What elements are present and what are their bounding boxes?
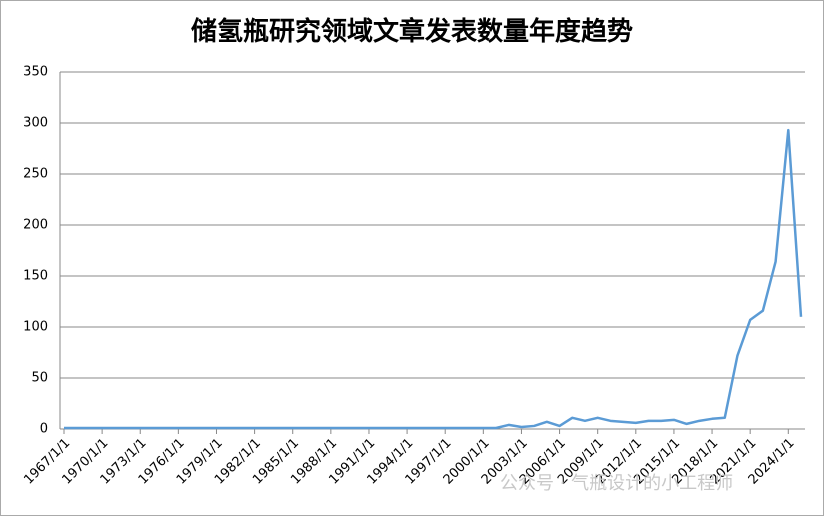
data-line	[64, 128, 803, 430]
y-tick-label: 50	[31, 371, 48, 386]
y-tick-label: 150	[23, 269, 48, 284]
y-tick-label: 250	[23, 167, 48, 182]
y-tick-label: 350	[23, 65, 48, 80]
watermark: 公众号 · 气瓶设计的小工程师	[500, 473, 733, 494]
y-tick-label: 100	[23, 320, 48, 335]
y-tick-label: 0	[40, 422, 48, 437]
y-tick-label: 300	[23, 116, 48, 131]
chart-title: 储氢瓶研究领域文章发表数量年度趋势	[191, 16, 633, 47]
y-tick-label: 200	[23, 218, 48, 233]
